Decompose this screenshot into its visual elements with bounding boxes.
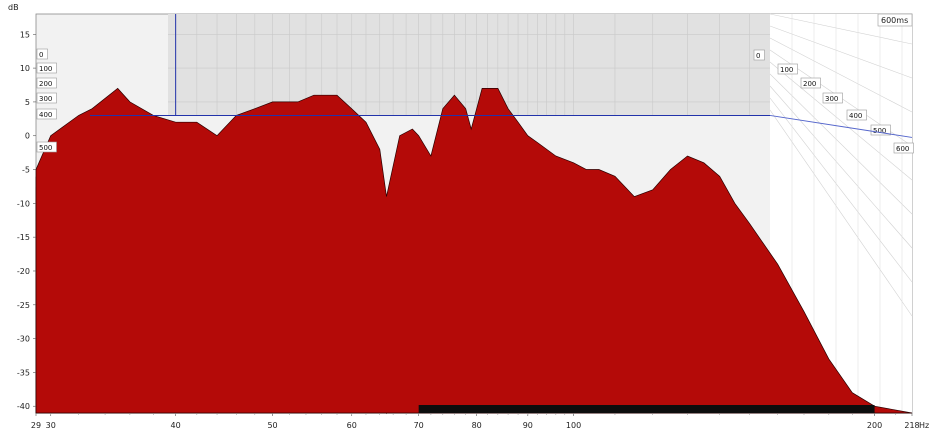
time-slice-label: 200 bbox=[39, 80, 52, 88]
time-range-box bbox=[877, 13, 913, 27]
time-slice-labels: 0 100 200 300 400 500 0 100 200 300 400 500 600 bbox=[36, 48, 914, 154]
y-tick-label: 10 bbox=[20, 64, 30, 73]
time-slice-label-box bbox=[846, 109, 867, 121]
grid-layer bbox=[168, 13, 913, 413]
y-tick-label: 5 bbox=[25, 98, 30, 107]
cursor-depth-line bbox=[769, 114, 913, 138]
time-slice-label-box bbox=[36, 77, 57, 89]
x-tick-label: 29 bbox=[31, 421, 41, 430]
y-tick-label: -20 bbox=[17, 267, 30, 276]
time-slice-label: 0 bbox=[756, 52, 760, 60]
time-slice-label: 0 bbox=[39, 51, 43, 59]
y-tick-label: -35 bbox=[17, 368, 30, 377]
time-slice-label-box bbox=[893, 142, 914, 154]
x-axis-label: Hz bbox=[919, 421, 929, 430]
perspective-line bbox=[769, 73, 913, 215]
time-slice-label-box bbox=[753, 49, 765, 61]
back-plane bbox=[168, 14, 770, 116]
time-slice-label-box bbox=[800, 77, 821, 89]
x-tick-label: 80 bbox=[472, 421, 482, 430]
x-tick-label: 90 bbox=[523, 421, 533, 430]
perspective-line bbox=[769, 13, 913, 45]
y-tick-label: 15 bbox=[20, 30, 30, 39]
time-slice-label: 600 bbox=[896, 145, 909, 153]
y-axis-label: dB bbox=[8, 3, 19, 12]
time-slice-label: 500 bbox=[39, 144, 52, 152]
time-slice-label-box bbox=[777, 63, 798, 75]
time-slice-label: 400 bbox=[39, 111, 52, 119]
time-slice-label: 200 bbox=[803, 80, 816, 88]
time-slice-label: 400 bbox=[849, 112, 862, 120]
y-tick-label: 0 bbox=[25, 132, 30, 141]
x-tick-label: 100 bbox=[566, 421, 581, 430]
y-tick-label: -5 bbox=[22, 166, 30, 175]
time-slice-label-box bbox=[36, 48, 48, 60]
y-tick-label: -25 bbox=[17, 301, 30, 310]
x-tick-label: 218 bbox=[904, 421, 919, 430]
perspective-line bbox=[769, 25, 913, 79]
time-slice-label: 500 bbox=[873, 127, 886, 135]
y-tick-label: -40 bbox=[17, 402, 30, 411]
time-slice-label-box bbox=[822, 92, 843, 104]
time-slice-label: 300 bbox=[39, 95, 52, 103]
time-slice-label: 300 bbox=[825, 95, 838, 103]
time-slice-label-box bbox=[36, 92, 57, 104]
x-tick-label: 30 bbox=[46, 421, 56, 430]
x-tick-label: 40 bbox=[171, 421, 181, 430]
time-slice-label-box bbox=[36, 108, 57, 120]
waterfall-slice bbox=[35, 87, 913, 414]
time-slice-label-box bbox=[36, 141, 57, 153]
perspective-line bbox=[769, 97, 913, 283]
x-tick-label: 50 bbox=[267, 421, 277, 430]
y-tick-label: -30 bbox=[17, 335, 30, 344]
y-tick-label: -15 bbox=[17, 233, 30, 242]
time-slice-label: 100 bbox=[39, 65, 52, 73]
waterfall-slices bbox=[35, 87, 913, 415]
x-tick-label: 60 bbox=[347, 421, 357, 430]
perspective-line bbox=[769, 61, 913, 181]
time-slice-label-box bbox=[870, 124, 891, 136]
time-slice-label-box bbox=[36, 62, 57, 74]
time-range-label: 600ms bbox=[881, 16, 908, 25]
perspective-line bbox=[769, 109, 913, 317]
x-tick-label: 200 bbox=[867, 421, 882, 430]
x-tick-label: 70 bbox=[414, 421, 424, 430]
perspective-line bbox=[769, 85, 913, 249]
perspective-line bbox=[769, 37, 913, 113]
floor-shadow bbox=[418, 405, 875, 413]
time-slice-label: 100 bbox=[780, 66, 793, 74]
y-tick-label: -10 bbox=[17, 199, 30, 208]
